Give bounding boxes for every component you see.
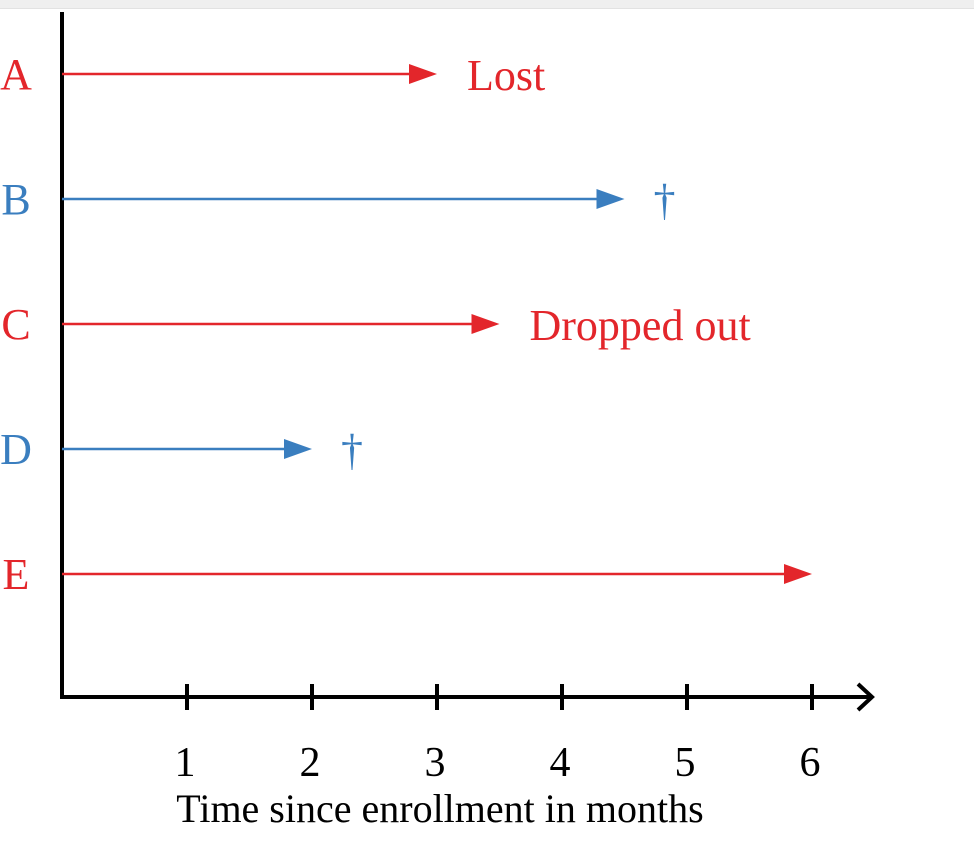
x-tick-label: 4 xyxy=(550,740,571,786)
subject-label: B xyxy=(1,175,30,224)
subject-label: A xyxy=(0,50,32,99)
subject-label: E xyxy=(3,550,30,599)
subject-row-b: B † xyxy=(1,175,675,225)
x-tick-label: 2 xyxy=(300,740,321,786)
follow-up-arrowhead xyxy=(284,439,312,459)
subject-row-e: E xyxy=(3,550,812,599)
axes xyxy=(60,12,875,712)
death-dagger-marker: † xyxy=(654,176,676,225)
x-tick-label: 3 xyxy=(425,740,446,786)
censoring-annotation: Lost xyxy=(467,51,545,100)
x-axis-label: Time since enrollment in months xyxy=(176,786,703,831)
subject-row-c: C Dropped out xyxy=(1,300,750,350)
x-tick-label: 5 xyxy=(675,740,696,786)
follow-up-arrowhead xyxy=(471,314,500,334)
subject-row-d: D † xyxy=(0,425,363,475)
subject-row-a: A Lost xyxy=(0,50,545,100)
subject-label: D xyxy=(0,425,32,474)
follow-up-arrowhead xyxy=(784,564,812,584)
follow-up-arrowhead xyxy=(409,64,437,84)
x-axis-arrowhead xyxy=(856,682,875,712)
censoring-annotation: Dropped out xyxy=(530,301,751,350)
x-tick-label: 6 xyxy=(800,740,821,786)
follow-up-arrowhead xyxy=(596,189,625,209)
subject-label: C xyxy=(1,300,30,349)
x-tick-label: 1 xyxy=(175,740,196,786)
window-top-border xyxy=(0,0,974,9)
death-dagger-marker: † xyxy=(341,426,363,475)
x-ticks: 1 2 3 4 5 6 xyxy=(175,684,821,786)
